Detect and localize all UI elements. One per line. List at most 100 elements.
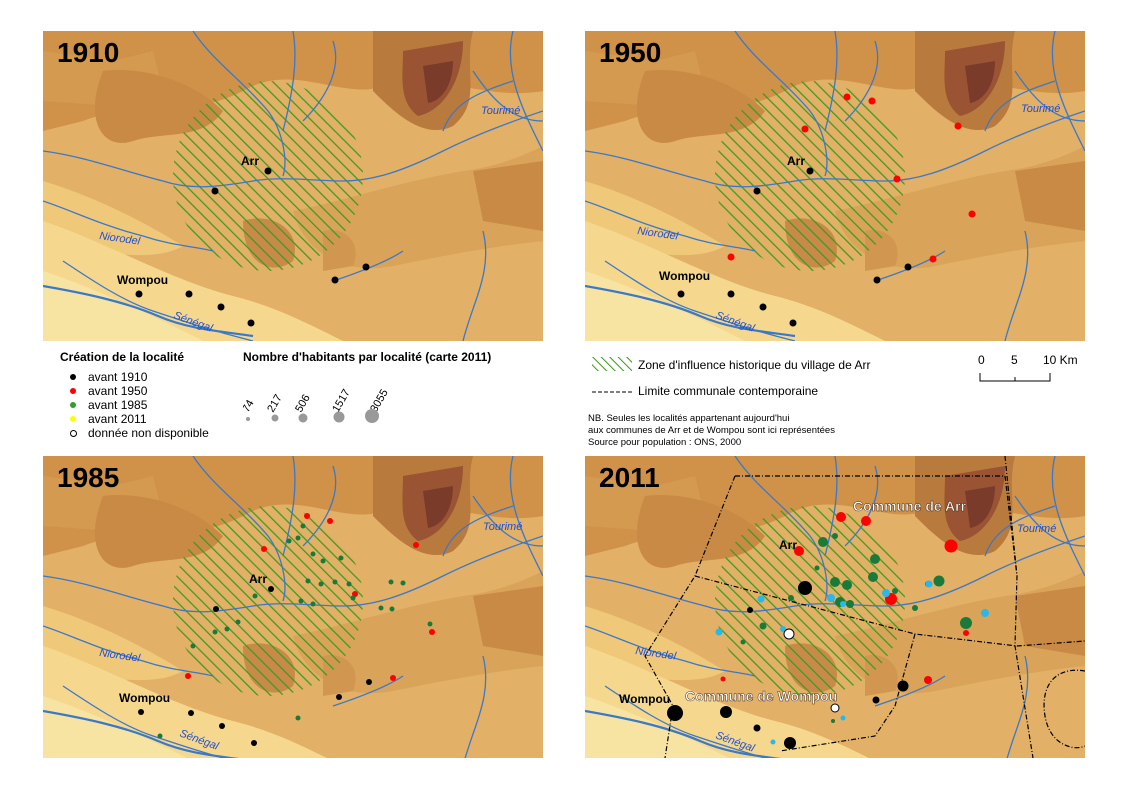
settlement — [429, 629, 435, 635]
settlement — [264, 167, 272, 175]
settlement — [929, 255, 937, 263]
settlement — [840, 601, 846, 607]
settlement — [667, 705, 683, 721]
settlement — [190, 643, 196, 649]
settlement — [801, 125, 809, 133]
settlement — [378, 605, 384, 611]
note-block: NB. Seules les localités appartenant auj… — [588, 413, 918, 449]
legend-population: Nombre d'habitants par localité (carte 2… — [243, 350, 543, 440]
settlement — [788, 595, 794, 601]
settlement — [963, 630, 969, 636]
settlement — [286, 538, 292, 544]
population-scale: 74 217 506 1517 3055 — [243, 387, 391, 423]
pop-label-74: 74 — [243, 398, 257, 415]
settlement — [832, 533, 838, 539]
settlement — [897, 680, 909, 692]
note-line: aux communes de Arr et de Wompou sont ic… — [588, 425, 835, 436]
settlement — [759, 303, 767, 311]
settlement — [295, 715, 301, 721]
settlement — [740, 639, 746, 645]
settlement — [213, 606, 219, 612]
settlements-2011 — [667, 512, 989, 749]
label-commune-wompou: Commune de Wompou — [685, 688, 837, 704]
settlement — [247, 319, 255, 327]
settlement — [868, 572, 878, 582]
settlement — [830, 703, 840, 713]
legend-dot — [70, 430, 77, 437]
settlement — [135, 290, 143, 298]
map-1985-canvas: Arr Wompou Niorodel Sénégal Tourimé — [43, 456, 543, 758]
settlement — [798, 581, 812, 595]
settlement — [893, 175, 901, 183]
settlement — [806, 167, 814, 175]
settlement — [827, 594, 835, 602]
pop-label-1517: 1517 — [330, 387, 353, 414]
zone-swatch — [592, 357, 632, 371]
legend-label: donnée non disponible — [88, 426, 209, 440]
settlement — [327, 518, 333, 524]
settlement — [912, 605, 918, 611]
label-tourime: Tourimé — [1021, 103, 1060, 115]
settlement — [310, 601, 316, 607]
settlement — [352, 591, 358, 597]
settlement — [924, 676, 932, 684]
legend-label: avant 1910 — [88, 370, 148, 384]
legend-item-2011: avant 2011 — [60, 412, 230, 426]
settlement — [727, 290, 735, 298]
settlement — [211, 187, 219, 195]
settlement — [981, 609, 989, 617]
pop-circle — [246, 417, 250, 421]
settlement — [138, 709, 144, 715]
settlement — [338, 555, 344, 561]
map-2011: Arr Wompou Niorodel Sénégal Tourimé Comm… — [585, 456, 1085, 766]
settlement — [320, 558, 326, 564]
settlement — [789, 319, 797, 327]
legend-label: avant 2011 — [88, 412, 147, 426]
settlement — [831, 719, 835, 723]
legend-dot — [70, 388, 76, 394]
map-1910-canvas: Arr Wompou Niorodel Sénégal Tourimé — [43, 31, 543, 341]
settlement — [944, 539, 958, 553]
settlement — [389, 606, 395, 612]
settlement — [362, 263, 370, 271]
settlement — [727, 253, 735, 261]
settlement — [261, 546, 267, 552]
legend-item-1985: avant 1985 — [60, 398, 230, 412]
scale-label-10: 10 Km — [1043, 353, 1078, 367]
note-line: Source pour population : ONS, 2000 — [588, 437, 742, 448]
map-1910: Arr Wompou Niorodel Sénégal Tourimé 1910 — [43, 31, 543, 341]
settlement — [770, 739, 776, 745]
map-1950-canvas: Arr Wompou Niorodel Sénégal Tourimé — [585, 31, 1085, 341]
settlement — [185, 290, 193, 298]
label-arr: Arr — [787, 154, 805, 168]
label-commune-arr: Commune de Arr — [853, 498, 967, 514]
pop-circle — [365, 409, 379, 423]
settlements-1910 — [135, 167, 370, 327]
label-niorodel: Niorodel — [99, 647, 142, 665]
pop-label-506: 506 — [293, 393, 313, 415]
label-niorodel: Niorodel — [637, 225, 680, 243]
settlement — [925, 580, 933, 588]
settlement — [268, 586, 274, 592]
year-label: 1910 — [57, 37, 120, 68]
settlement — [904, 263, 912, 271]
label-wompou: Wompou — [119, 691, 170, 705]
settlement — [873, 276, 881, 284]
settlement — [332, 579, 338, 585]
settlement — [304, 513, 310, 519]
settlement — [224, 626, 230, 632]
settlement — [413, 542, 419, 548]
settlement — [217, 303, 225, 311]
label-niorodel: Niorodel — [99, 230, 142, 248]
settlement — [366, 679, 372, 685]
settlement — [388, 579, 394, 585]
settlement — [305, 578, 311, 584]
settlement — [882, 589, 890, 597]
settlement — [185, 673, 191, 679]
note-line: NB. Seules les localités appartenant auj… — [588, 413, 790, 424]
legend-item-1910: avant 1910 — [60, 370, 230, 384]
year-label: 1985 — [57, 462, 120, 493]
settlement — [350, 595, 356, 601]
scale-line — [979, 373, 1051, 382]
legend-item-na: donnée non disponible — [60, 426, 230, 440]
